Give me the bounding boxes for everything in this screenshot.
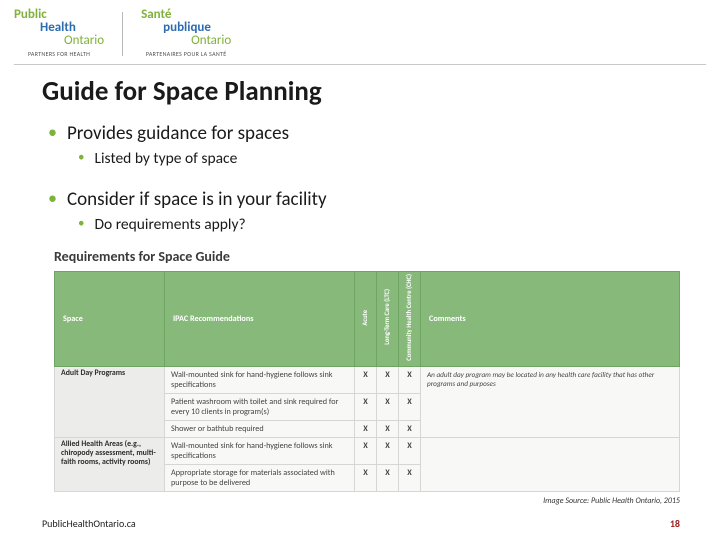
x-cell: X xyxy=(355,420,377,437)
x-cell: X xyxy=(399,393,421,420)
x-cell: X xyxy=(355,366,377,393)
x-cell: X xyxy=(377,393,399,420)
bullet-dot-icon: • xyxy=(78,215,84,233)
category-cell: Adult Day Programs xyxy=(55,366,165,437)
x-cell: X xyxy=(399,437,421,464)
logo-fr-line3: Ontario xyxy=(191,34,231,47)
footer-site: PublicHealthOntario.ca xyxy=(42,517,136,530)
page-number: 18 xyxy=(670,517,680,530)
x-cell: X xyxy=(377,366,399,393)
comment-cell xyxy=(421,437,680,491)
x-cell: X xyxy=(355,464,377,491)
slide-footer: PublicHealthOntario.ca 18 xyxy=(0,517,720,530)
category-cell: Allied Health Areas (e.g., chiropody ass… xyxy=(55,437,165,491)
logo-divider xyxy=(122,12,123,56)
col-recommendations: IPAC Recommendations xyxy=(165,272,355,367)
bullet-text: Consider if space is in your facility xyxy=(67,188,327,211)
reco-cell: Wall-mounted sink for hand-hygiene follo… xyxy=(165,366,355,393)
x-cell: X xyxy=(399,420,421,437)
bullet-dot-icon: • xyxy=(78,149,84,167)
requirements-table-block: Requirements for Space Guide Space IPAC … xyxy=(0,234,720,492)
col-ltc: Long-Term Care (LTC) xyxy=(377,272,399,367)
table-heading: Requirements for Space Guide xyxy=(54,248,680,265)
table-row: Adult Day Programs Wall-mounted sink for… xyxy=(55,366,680,393)
bullet-dot-icon: • xyxy=(48,188,57,210)
bullet-list: • Provides guidance for spaces • Listed … xyxy=(0,108,720,234)
bullet-level1: • Consider if space is in your facility xyxy=(48,188,720,211)
x-cell: X xyxy=(377,464,399,491)
reco-cell: Shower or bathtub required xyxy=(165,420,355,437)
image-source: Image Source: Public Health Ontario, 201… xyxy=(0,492,720,506)
table-header-row: Space IPAC Recommendations Acute Long-Te… xyxy=(55,272,680,367)
col-acute: Acute xyxy=(355,272,377,367)
logo-french: Santé publique Ontario PARTENAIRES POUR … xyxy=(141,8,231,58)
bullet-text: Do requirements apply? xyxy=(94,215,245,234)
x-cell: X xyxy=(355,393,377,420)
header-logos: Public Health Ontario PARTNERS FOR HEALT… xyxy=(0,0,720,58)
bullet-text: Listed by type of space xyxy=(94,149,237,168)
logo-english: Public Health Ontario PARTNERS FOR HEALT… xyxy=(14,8,104,58)
x-cell: X xyxy=(399,464,421,491)
logo-en-tagline: PARTNERS FOR HEALTH xyxy=(28,50,90,58)
col-comments: Comments xyxy=(421,272,680,367)
requirements-table: Space IPAC Recommendations Acute Long-Te… xyxy=(54,271,680,492)
bullet-dot-icon: • xyxy=(48,122,57,144)
bullet-level2: • Listed by type of space xyxy=(78,149,720,168)
reco-cell: Wall-mounted sink for hand-hygiene follo… xyxy=(165,437,355,464)
x-cell: X xyxy=(377,420,399,437)
col-chc: Community Health Centre (CHC) xyxy=(399,272,421,367)
logo-fr-tagline: PARTENAIRES POUR LA SANTÉ xyxy=(146,50,227,58)
x-cell: X xyxy=(399,366,421,393)
reco-cell: Appropriate storage for materials associ… xyxy=(165,464,355,491)
x-cell: X xyxy=(377,437,399,464)
bullet-text: Provides guidance for spaces xyxy=(67,122,289,145)
table-row: Allied Health Areas (e.g., chiropody ass… xyxy=(55,437,680,464)
x-cell: X xyxy=(355,437,377,464)
reco-cell: Patient washroom with toilet and sink re… xyxy=(165,393,355,420)
col-space: Space xyxy=(55,272,165,367)
slide-title: Guide for Space Planning xyxy=(0,65,720,108)
bullet-level1: • Provides guidance for spaces xyxy=(48,122,720,145)
logo-en-line3: Ontario xyxy=(64,34,104,47)
bullet-level2: • Do requirements apply? xyxy=(78,215,720,234)
comment-cell: An adult day program may be located in a… xyxy=(421,366,680,437)
